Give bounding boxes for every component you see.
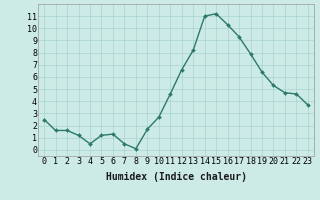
X-axis label: Humidex (Indice chaleur): Humidex (Indice chaleur) — [106, 172, 246, 182]
